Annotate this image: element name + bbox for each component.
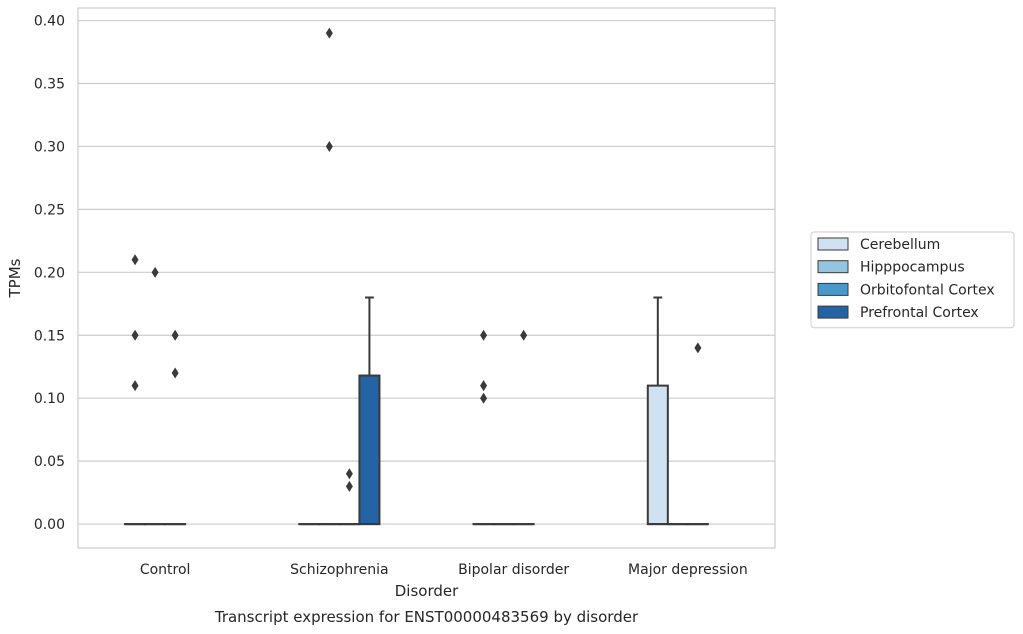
y-tick-label: 0.20 [34,265,65,281]
x-tick-label: Control [140,562,191,578]
y-tick-label: 0.35 [34,77,65,93]
outlier-point [694,342,702,354]
y-tick-label: 0.00 [34,517,65,533]
outlier-point [480,380,488,392]
y-gridlines [78,19,775,525]
legend-item: Prefrontal Cortex [817,305,979,321]
legend-frame [810,231,1015,329]
legend-item: Hipppocampus [817,260,965,276]
outlier-point [171,329,179,341]
y-tick-label: 0.30 [34,139,65,155]
x-axis-label: Disorder [395,582,459,600]
chart-caption: Transcript expression for ENST0000048356… [214,608,639,626]
legend: Cerebellum Hipppocampus Orbitofontal Corte… [810,231,1015,329]
y-axis-label: TPMs [6,258,24,298]
x-tick-label: Schizophrenia [290,562,388,578]
series-prefrontal-cortex [358,296,381,526]
y-tick-label: 0.05 [34,454,65,470]
outlier-point [131,380,139,392]
legend-label: Hipppocampus [860,260,965,276]
box [646,384,669,526]
box-plot-series [124,27,709,526]
y-tick-label: 0.25 [34,202,65,218]
y-axis-ticks: 0.00 0.05 0.10 0.15 0.20 0.25 0.30 0.35 0.40 [34,14,65,533]
x-axis-ticks: Control Schizophrenia Bipolar disorder Majo… [140,562,748,578]
outlier-point [345,468,353,480]
x-tick-label: Major depression [628,562,748,578]
legend-swatch [817,305,849,319]
y-tick-label: 0.15 [34,328,65,344]
outlier-point [171,367,179,379]
series-orbitofontal-cortex [164,329,709,526]
legend-swatch [817,237,849,251]
legend-label: Orbitofontal Cortex [860,282,995,298]
outlier-point [480,392,488,404]
outlier-point [345,480,353,492]
outlier-point [131,329,139,341]
legend-label: Cerebellum [860,237,940,253]
outlier-point [131,254,139,266]
x-tick-label: Bipolar disorder [458,562,569,578]
y-tick-label: 0.10 [34,391,65,407]
legend-swatch [817,282,849,296]
box [358,374,381,526]
plot-area-frame [77,7,776,549]
outlier-point [325,140,333,152]
series-hipppocampus [144,27,689,526]
y-tick-label: 0.40 [34,14,65,30]
outlier-point [325,27,333,39]
legend-label: Prefrontal Cortex [860,305,979,321]
outlier-point [151,266,159,278]
legend-item: Orbitofontal Cortex [817,282,995,298]
series-cerebellum [124,254,669,526]
outlier-point [520,329,528,341]
legend-swatch [817,260,849,274]
legend-item: Cerebellum [817,237,940,253]
outlier-point [480,329,488,341]
